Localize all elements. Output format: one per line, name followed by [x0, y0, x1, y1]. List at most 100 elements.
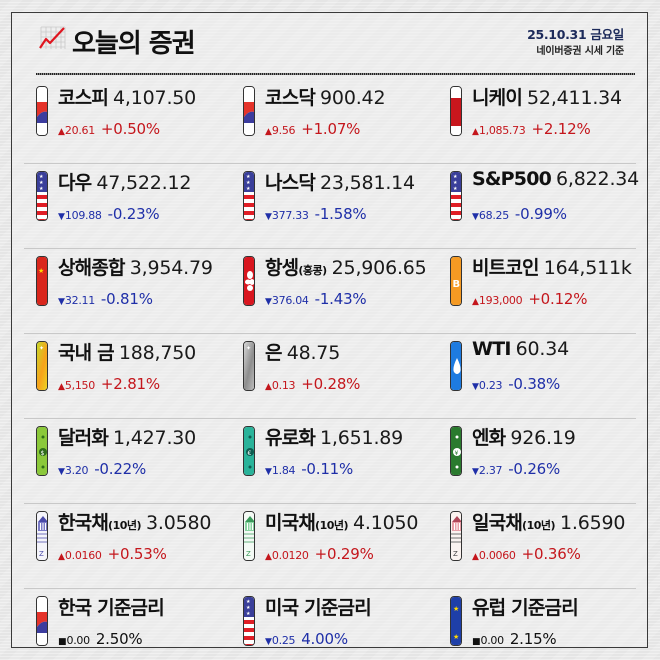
quote-item: Z 한국채(10년) 3.0580 ▲0.0160 +0.53% [24, 504, 234, 589]
quote-percent: -0.11% [301, 460, 354, 478]
quote-change: ▲0.0060 +0.36% [472, 544, 581, 563]
quote-change: ▲1,085.73 +2.12% [472, 119, 591, 138]
quote-change: ▼0.25 4.00% [265, 629, 348, 648]
triangle-up-icon: ▲ [58, 127, 65, 137]
quote-change: ▲20.61 +0.50% [58, 119, 160, 138]
quote-delta: 0.23 [478, 379, 503, 392]
quote-item: ★ ★ ★ 다우 47,522.12 ▼109.88 -0.23% [24, 164, 234, 249]
quote-percent: +0.29% [314, 545, 374, 563]
quote-row: 한국 기준금리 ■0.00 2.50% ★ ★ ★ 미국 기준금리 ▼0.25 4.00… [24, 589, 636, 660]
quote-change: ▲193,000 +0.12% [472, 289, 588, 308]
quote-delta: 20.61 [64, 124, 95, 137]
svg-text:★: ★ [453, 605, 459, 613]
quote-delta: 0.0160 [64, 549, 102, 562]
quote-change: ■0.00 2.15% [472, 629, 557, 648]
quote-percent: -0.99% [514, 205, 567, 223]
euro-bill-icon: € [243, 426, 255, 476]
svg-text:★: ★ [453, 633, 459, 641]
quote-item: ¥ 엔화 926.19 ▼2.37 -0.26% [438, 419, 648, 504]
svg-text:★: ★ [246, 174, 251, 180]
silver-bar-icon: ✦ [243, 341, 255, 391]
japan-flag-icon [450, 86, 462, 136]
chart-up-icon [39, 26, 66, 49]
quote-name: 한국 기준금리 [58, 593, 169, 620]
quote-label: S&P500 [472, 168, 552, 190]
triangle-up-icon: ▲ [472, 297, 479, 307]
quote-price: 25,906.65 [331, 257, 427, 279]
korea-bond-icon: Z [36, 511, 48, 561]
quote-delta: 0.0120 [271, 549, 309, 562]
hongkong-flag-icon [243, 256, 255, 306]
svg-text:★: ★ [39, 186, 44, 192]
quote-price: 23,581.14 [320, 172, 415, 194]
svg-text:★: ★ [246, 180, 251, 186]
square-icon: ■ [472, 637, 481, 647]
quote-percent: -0.38% [508, 375, 561, 393]
quote-percent: 4.00% [301, 630, 348, 648]
korea-flag-icon [36, 86, 48, 136]
quote-percent: 2.50% [95, 630, 143, 648]
quote-name: 나스닥 23,581.14 [265, 168, 415, 195]
quote-row: $ 달러화 1,427.30 ▼3.20 -0.22% € 유로화 1,651.89 … [24, 419, 636, 504]
quote-name: 항셍(홍콩) 25,906.65 [265, 253, 427, 280]
quote-price: 3,954.79 [129, 257, 213, 279]
svg-text:★: ★ [39, 174, 44, 180]
quote-label: 엔화 [472, 427, 506, 449]
quote-item: B 비트코인 164,511k ▲193,000 +0.12% [438, 249, 648, 334]
svg-text:★: ★ [246, 611, 251, 617]
quote-delta: 3.20 [64, 464, 89, 477]
svg-text:Z: Z [246, 550, 251, 558]
quote-sublabel: (홍콩) [298, 264, 327, 277]
triangle-down-icon: ▼ [265, 212, 272, 222]
quote-item: Z 일국채(10년) 1.6590 ▲0.0060 +0.36% [438, 504, 648, 589]
quote-name: 국내 금 188,750 [58, 338, 196, 365]
quote-change: ▼32.11 -0.81% [58, 289, 153, 308]
quote-change: ▼68.25 -0.99% [472, 204, 567, 223]
quote-price: 48.75 [286, 342, 341, 364]
quote-label: WTI [472, 338, 511, 360]
gold-bar-icon: ✦ [36, 341, 48, 391]
quote-name: 일국채(10년) 1.6590 [472, 508, 626, 535]
quote-price: 52,411.34 [527, 87, 622, 109]
svg-text:Z: Z [453, 550, 458, 558]
quote-item: 한국 기준금리 ■0.00 2.50% [24, 589, 234, 660]
quote-name: 은 48.75 [265, 338, 340, 365]
quote-price: 47,522.12 [96, 172, 192, 194]
header-divider [36, 73, 635, 75]
quote-label: 상해종합 [58, 257, 126, 279]
quote-change: ▼109.88 -0.23% [58, 204, 160, 223]
korea-flag-icon [36, 596, 48, 646]
quote-price: 1,651.89 [320, 427, 404, 449]
quote-percent: +0.36% [521, 545, 581, 563]
quote-change: ▲0.0120 +0.29% [265, 544, 374, 563]
quote-item: ★ 상해종합 3,954.79 ▼32.11 -0.81% [24, 249, 234, 334]
quote-item: WTI 60.34 ▼0.23 -0.38% [438, 334, 648, 419]
quote-label: 비트코인 [472, 257, 540, 279]
quote-change: ▲5,150 +2.81% [58, 374, 160, 393]
quote-item: ★ ★ 유럽 기준금리 ■0.00 2.15% [438, 589, 648, 660]
quote-price: 60.34 [515, 338, 570, 360]
quote-row: ✦ 국내 금 188,750 ▲5,150 +2.81% ✦ 은 48.75 ▲0.1… [24, 334, 636, 419]
quote-delta: 0.0060 [478, 549, 516, 562]
quote-item: ★ ★ ★ 미국 기준금리 ▼0.25 4.00% [231, 589, 441, 660]
quote-change: ▼2.37 -0.26% [472, 459, 560, 478]
triangle-up-icon: ▲ [58, 552, 65, 562]
usa-flag-icon: ★ ★ ★ [243, 596, 255, 646]
svg-text:¥: ¥ [455, 450, 459, 457]
quote-item: Z 미국채(10년) 4.1050 ▲0.0120 +0.29% [231, 504, 441, 589]
quote-name: 미국채(10년) 4.1050 [265, 508, 419, 535]
quote-delta: 5,150 [64, 379, 95, 392]
quote-price: 6,822.34 [556, 168, 640, 190]
triangle-up-icon: ▲ [265, 382, 272, 392]
quote-change: ▼376.04 -1.43% [265, 289, 367, 308]
quote-delta: 0.13 [271, 379, 296, 392]
quote-percent: -0.22% [94, 460, 147, 478]
quote-item: ★ ★ ★ S&P500 6,822.34 ▼68.25 -0.99% [438, 164, 648, 249]
quote-name: 니케이 52,411.34 [472, 83, 622, 110]
quote-change: ▼0.23 -0.38% [472, 374, 560, 393]
quote-label: 미국 기준금리 [265, 597, 372, 619]
eu-flag-icon: ★ ★ [450, 596, 462, 646]
quote-change: ▼3.20 -0.22% [58, 459, 146, 478]
source-label: 네이버증권 시세 기준 [536, 46, 624, 57]
quote-price: 1.6590 [560, 512, 626, 534]
